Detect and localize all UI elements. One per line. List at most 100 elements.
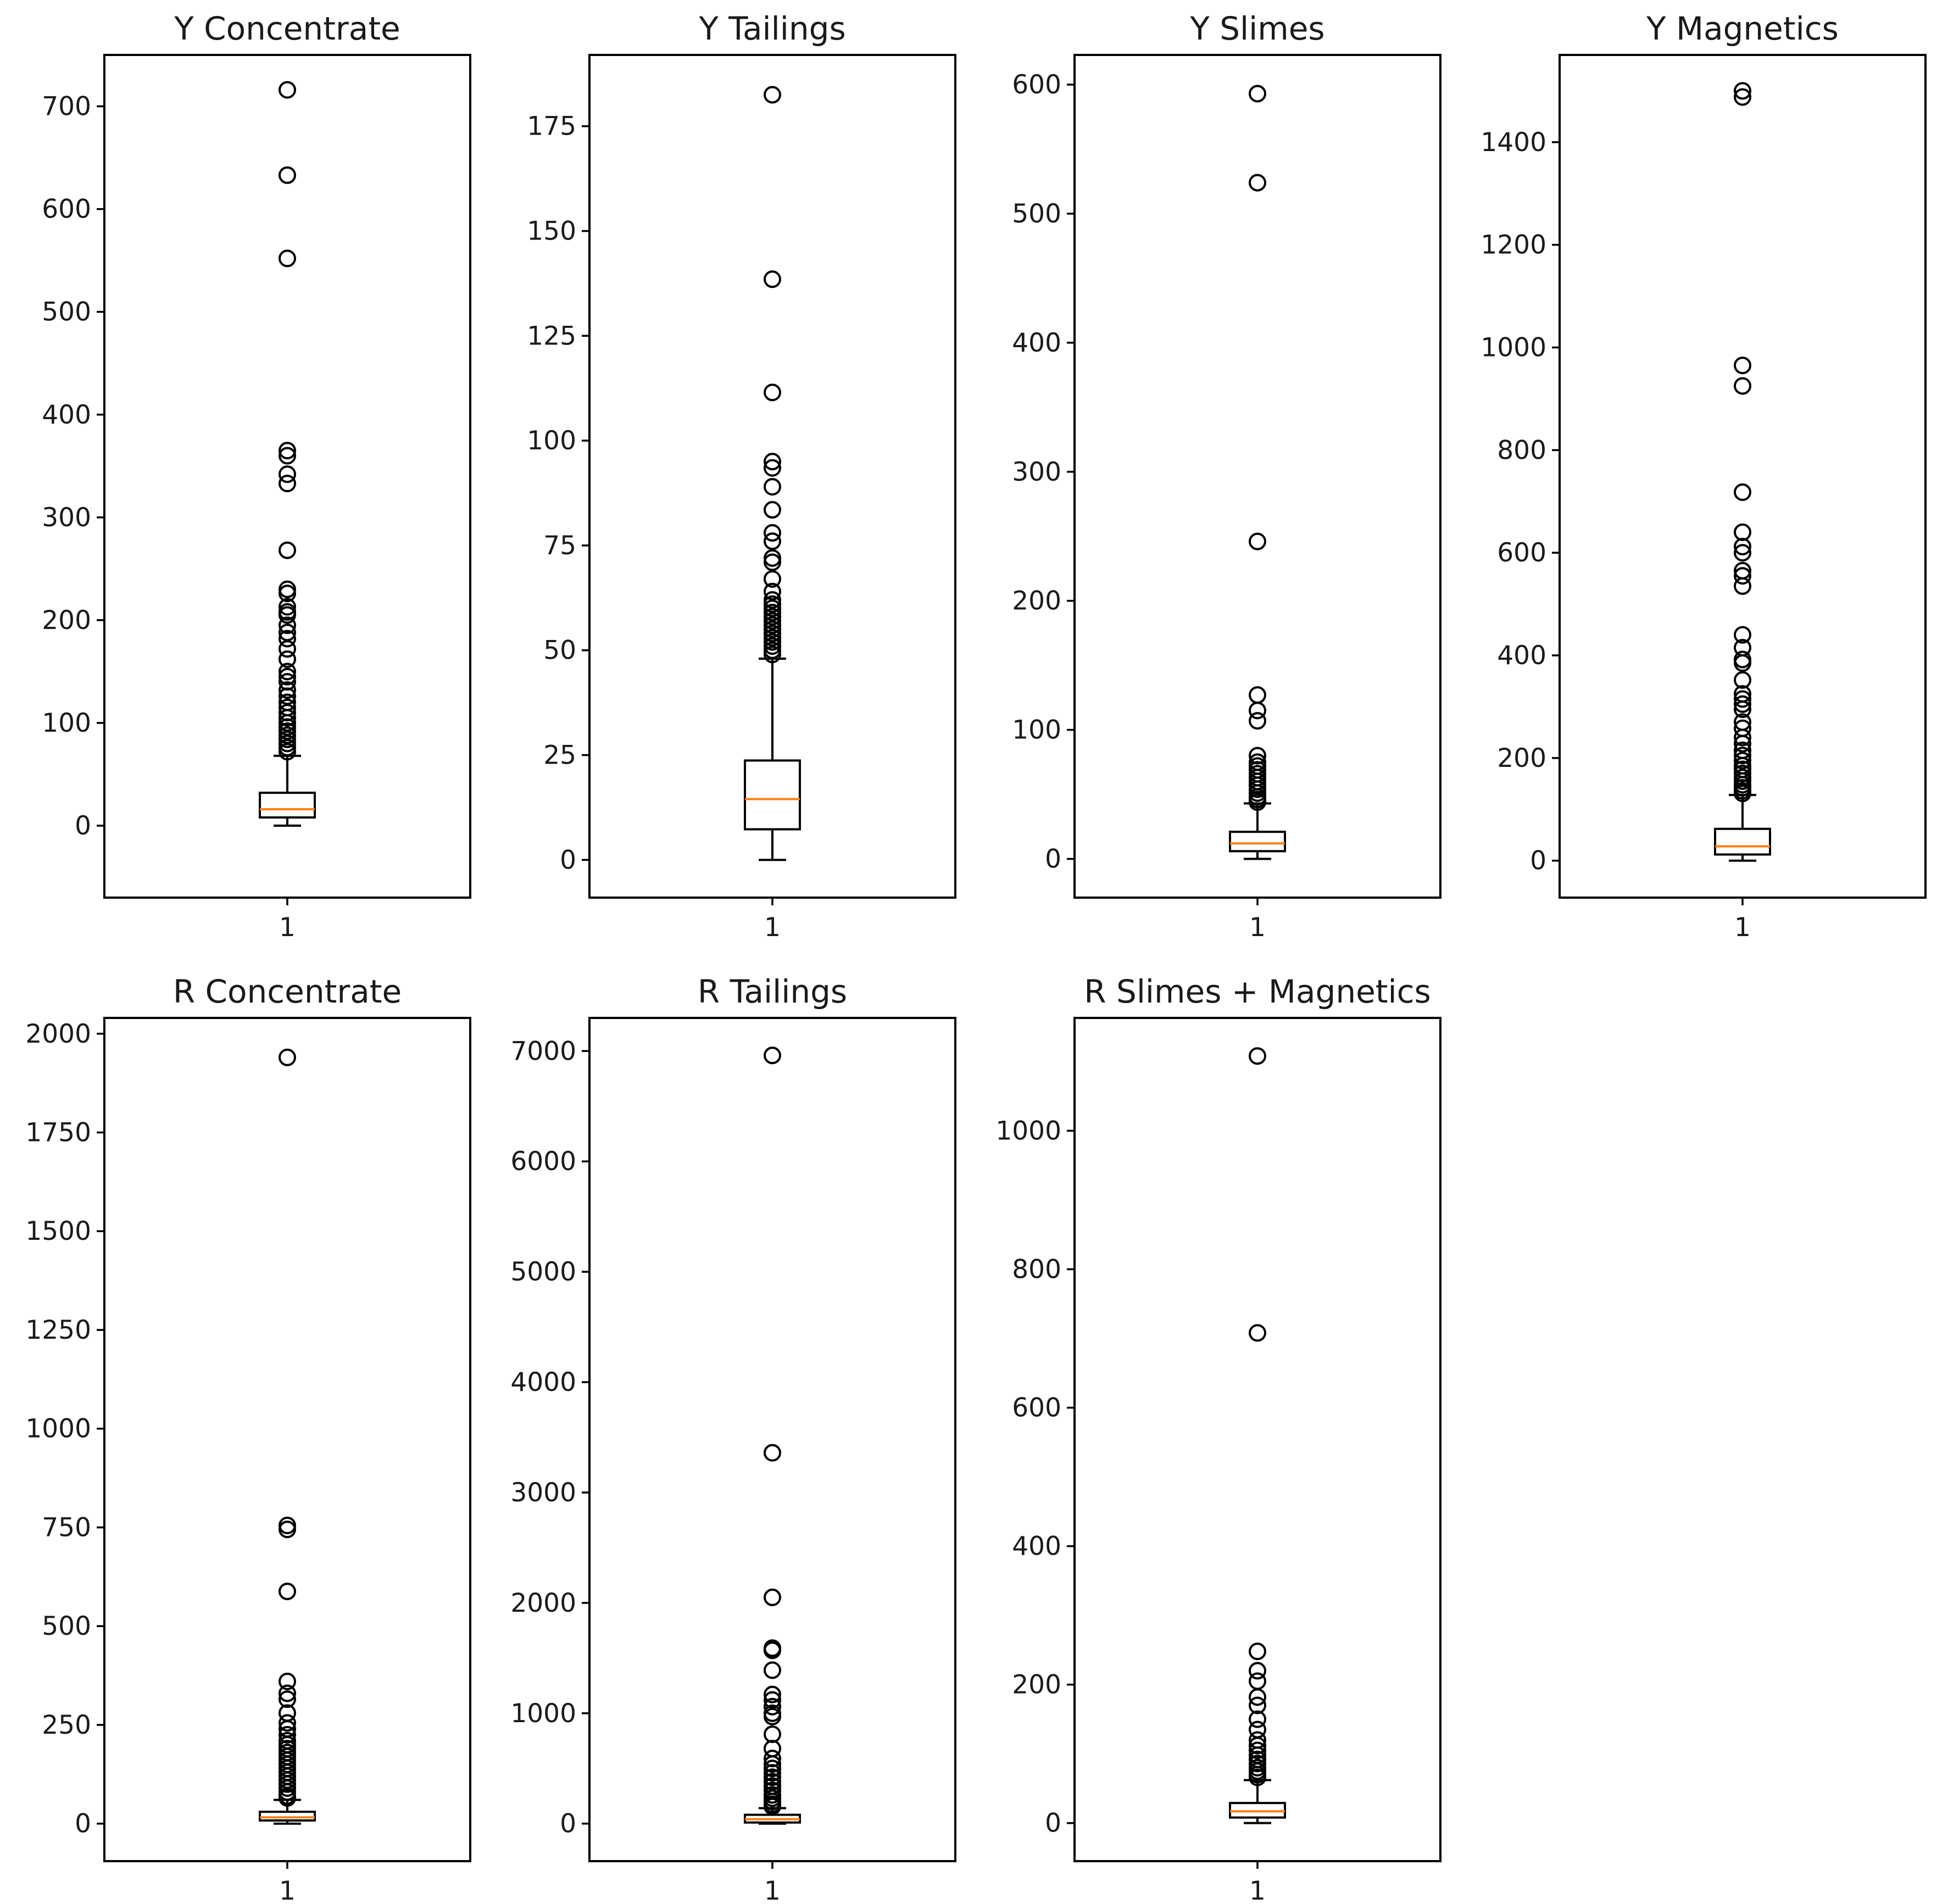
outlier-point <box>1249 1047 1266 1065</box>
panel-title: Y Tailings <box>698 10 845 47</box>
panel-title: R Tailings <box>698 973 847 1010</box>
y-tick-label: 750 <box>42 1512 91 1543</box>
outlier-point <box>1734 626 1751 644</box>
y-tick-label: 1000 <box>995 1116 1061 1146</box>
outlier-point <box>1249 1662 1266 1680</box>
y-tick-label: 1400 <box>1481 127 1546 158</box>
outlier-point <box>1249 702 1266 720</box>
outlier-point <box>764 1697 781 1716</box>
y-tick-label: 1000 <box>25 1414 91 1444</box>
outlier-point <box>1249 1688 1266 1706</box>
outlier-point <box>1734 728 1751 747</box>
outlier-point <box>279 1725 296 1744</box>
outlier-point <box>764 645 781 664</box>
iqr-box <box>259 1811 316 1822</box>
y-tick-label: 800 <box>1497 435 1546 465</box>
panel-r-slimes-magnetics: R Slimes + Magnetics 0 200 400 600 800 1000 1 <box>995 973 1441 1904</box>
outlier-point <box>764 1685 781 1703</box>
outlier-point <box>1249 1768 1266 1786</box>
outlier-point <box>764 1773 781 1791</box>
x-tick-label: 1 <box>279 912 296 943</box>
iqr-box <box>1229 831 1286 853</box>
outlier-point <box>764 1444 781 1462</box>
outlier-point <box>1734 671 1751 689</box>
outlier-point <box>1734 537 1751 555</box>
outlier-point <box>279 662 296 681</box>
y-tick-label: 4000 <box>510 1367 576 1398</box>
outlier-point <box>279 1521 296 1539</box>
y-tick-label: 25 <box>543 741 576 771</box>
y-tick-label: 300 <box>42 503 91 533</box>
y-tick-label: 175 <box>527 112 576 142</box>
y-tick-label: 400 <box>42 400 91 430</box>
y-tick-label: 500 <box>42 1611 91 1641</box>
y-tick-label: 0 <box>1045 1808 1061 1839</box>
panel-title: Y Magnetics <box>1646 10 1839 47</box>
y-tick-label: 600 <box>1012 1393 1061 1423</box>
outlier-point <box>1734 577 1751 595</box>
outlier-point <box>1249 1736 1266 1755</box>
outlier-point <box>279 1672 296 1690</box>
outlier-point <box>1249 85 1266 103</box>
y-tick-label: 700 <box>42 92 91 122</box>
y-tick-label: 400 <box>1497 641 1546 671</box>
panel-y-slimes: Y Slimes 0 100 200 300 400 500 600 1 <box>1012 10 1441 943</box>
x-tick-label: 1 <box>1249 1876 1266 1904</box>
outlier-point <box>279 743 296 761</box>
y-tick-label: 200 <box>1012 586 1061 616</box>
y-tick-label: 125 <box>527 321 576 351</box>
y-tick-label: 200 <box>1012 1670 1061 1700</box>
y-tick-label: 0 <box>560 1809 576 1839</box>
outlier-point <box>1734 734 1751 753</box>
outlier-point <box>1734 357 1751 375</box>
outlier-point <box>764 553 781 571</box>
outlier-point <box>279 606 296 624</box>
outlier-point <box>1249 1324 1266 1342</box>
y-tick-label: 300 <box>1012 457 1061 487</box>
outlier-point <box>279 598 296 616</box>
y-tick-label: 150 <box>527 216 576 247</box>
y-tick-label: 600 <box>1497 538 1546 568</box>
outlier-point <box>764 1661 781 1679</box>
y-tick-label: 0 <box>1530 846 1546 876</box>
outlier-point <box>1249 1696 1266 1714</box>
outlier-point <box>764 1588 781 1606</box>
outlier-point <box>764 1755 781 1773</box>
outlier-point <box>279 1684 296 1702</box>
outlier-point <box>279 584 296 603</box>
outlier-point <box>279 442 296 460</box>
outlier-point <box>279 667 296 686</box>
panel-title: Y Slimes <box>1189 10 1324 47</box>
outlier-point <box>1734 82 1751 100</box>
outlier-point <box>1249 712 1266 730</box>
panel-title: R Slimes + Magnetics <box>1084 973 1431 1010</box>
outlier-point <box>764 1707 781 1725</box>
outlier-point <box>764 1760 781 1778</box>
outlier-point <box>279 166 296 184</box>
outlier-point <box>1249 174 1266 192</box>
y-tick-label: 0 <box>75 1809 91 1839</box>
outlier-point <box>1249 1710 1266 1728</box>
outlier-point <box>279 616 296 634</box>
outlier-point <box>1249 1741 1266 1760</box>
iqr-box <box>1714 827 1771 856</box>
outlier-point <box>279 709 296 727</box>
x-tick-label: 1 <box>1249 912 1266 943</box>
outlier-point <box>279 81 296 99</box>
outlier-point <box>764 1641 781 1660</box>
outlier-point <box>764 478 781 496</box>
y-tick-label: 3000 <box>510 1478 576 1508</box>
y-tick-label: 500 <box>1012 199 1061 229</box>
outlier-point <box>279 1582 296 1600</box>
outlier-point <box>764 1768 781 1786</box>
outlier-point <box>764 570 781 588</box>
outlier-point <box>1734 483 1751 501</box>
panel-title: R Concentrate <box>173 973 402 1010</box>
outlier-point <box>764 459 781 477</box>
y-tick-label: 5000 <box>510 1257 576 1287</box>
outlier-point <box>1734 377 1751 395</box>
outlier-point <box>764 524 781 542</box>
outlier-point <box>279 465 296 483</box>
y-tick-label: 1000 <box>510 1699 576 1729</box>
y-tick-label: 100 <box>1012 715 1061 745</box>
